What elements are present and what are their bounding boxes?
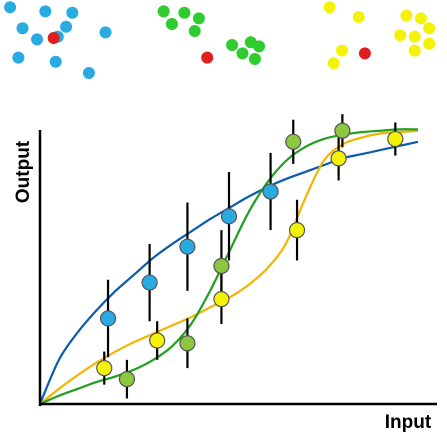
data-point — [334, 122, 351, 139]
data-point — [213, 291, 230, 308]
cluster-dot — [4, 1, 17, 14]
cluster-dot — [253, 40, 266, 53]
cluster-dot — [16, 22, 29, 35]
data-point — [220, 208, 238, 225]
cluster-dot — [414, 12, 427, 25]
cluster-dot — [248, 53, 261, 65]
data-point — [285, 133, 302, 150]
cluster-dot — [423, 37, 436, 50]
cluster-dot — [226, 39, 239, 51]
data-point — [141, 274, 158, 291]
cluster-dot — [408, 30, 421, 43]
x-axis-label: Input — [385, 412, 432, 433]
data-point — [99, 310, 117, 327]
cluster-dot — [31, 33, 44, 46]
cluster-dot — [39, 5, 52, 18]
cluster-dot — [352, 11, 365, 23]
data-point — [262, 183, 279, 200]
cluster-dot — [423, 22, 436, 35]
cluster-dot — [323, 1, 336, 14]
data-point — [96, 360, 113, 377]
cluster-dot — [60, 20, 73, 33]
cluster-dot — [201, 51, 214, 64]
cluster-dot — [192, 12, 205, 25]
data-point — [179, 238, 196, 255]
cluster-dot — [99, 26, 112, 39]
data-point — [118, 371, 136, 388]
cluster-dot — [188, 25, 201, 37]
cluster-dot — [394, 29, 407, 42]
cluster-dot — [157, 5, 170, 18]
cluster-dot — [400, 9, 413, 22]
cluster-dot — [47, 32, 60, 44]
data-point — [213, 257, 230, 275]
cluster-dot — [82, 67, 95, 79]
cluster-dot — [408, 44, 421, 57]
data-points — [96, 122, 404, 388]
cluster-dot — [178, 6, 191, 19]
data-point — [149, 332, 166, 349]
cluster-dot — [66, 6, 79, 19]
cluster-dot — [165, 18, 178, 30]
data-point — [387, 130, 404, 148]
cluster-dot — [358, 47, 371, 60]
cluster-dots — [4, 1, 436, 79]
cluster-dot — [236, 47, 249, 60]
data-point — [288, 222, 306, 239]
cluster-dot — [336, 44, 349, 57]
data-point — [179, 335, 196, 352]
y-axis-label: Output — [13, 140, 34, 203]
cluster-dot — [49, 55, 62, 68]
cluster-dot — [12, 51, 25, 64]
cluster-dot — [327, 57, 340, 70]
data-point — [330, 150, 347, 167]
